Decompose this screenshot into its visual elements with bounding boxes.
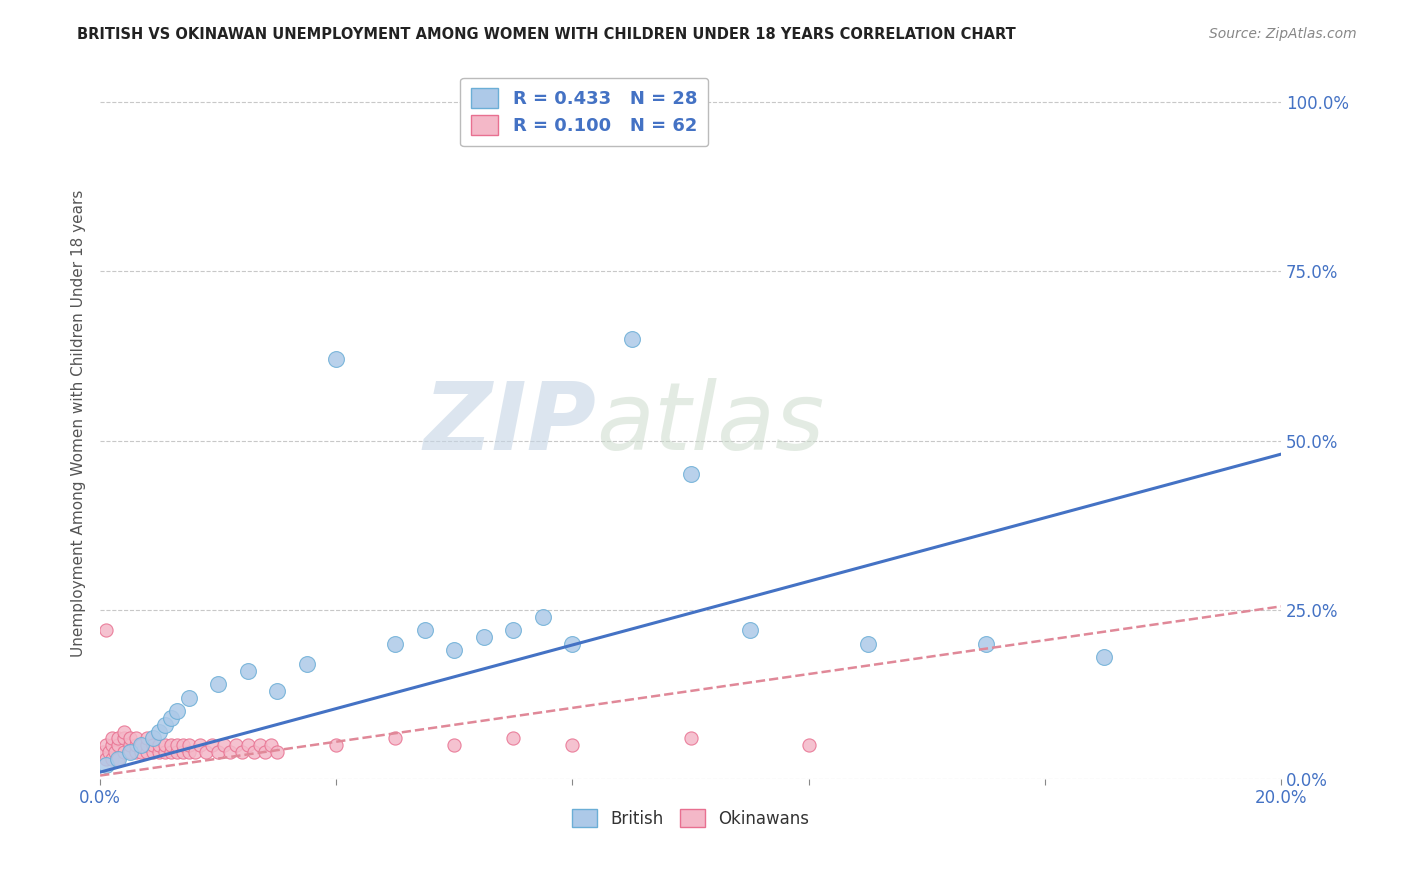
Point [195, 745, 218, 759]
Point [190, 738, 212, 752]
Point [266, 684, 288, 698]
Point [1092, 650, 1115, 665]
Point [242, 745, 264, 759]
Point [679, 467, 702, 482]
Point [94, 623, 117, 637]
Point [177, 738, 200, 752]
Point [236, 664, 259, 678]
Point [118, 745, 141, 759]
Point [856, 637, 879, 651]
Point [225, 738, 247, 752]
Point [502, 623, 524, 637]
Point [136, 738, 159, 752]
Point [153, 718, 176, 732]
Point [620, 332, 643, 346]
Point [153, 745, 176, 759]
Point [207, 745, 229, 759]
Point [124, 745, 146, 759]
Point [131, 738, 153, 752]
Point [148, 738, 170, 752]
Point [112, 745, 135, 759]
Point [166, 704, 188, 718]
Point [101, 738, 124, 752]
Point [107, 751, 129, 765]
Point [413, 623, 436, 637]
Point [177, 745, 200, 759]
Point [160, 738, 183, 752]
Point [142, 738, 165, 752]
Point [231, 745, 253, 759]
Point [219, 745, 242, 759]
Point [561, 637, 583, 651]
Point [124, 731, 146, 746]
Point [797, 738, 820, 752]
Point [384, 731, 406, 746]
Point [107, 751, 129, 765]
Point [112, 731, 135, 746]
Point [94, 758, 117, 772]
Point [738, 623, 761, 637]
Point [384, 637, 406, 651]
Point [249, 738, 271, 752]
Point [153, 738, 176, 752]
Point [118, 738, 141, 752]
Text: atlas: atlas [596, 378, 824, 469]
Text: ZIP: ZIP [423, 377, 596, 470]
Point [212, 738, 235, 752]
Point [166, 738, 188, 752]
Point [160, 711, 183, 725]
Point [131, 745, 153, 759]
Point [443, 643, 465, 657]
Point [91, 745, 114, 759]
Point [104, 745, 127, 759]
Point [118, 745, 141, 759]
Point [148, 724, 170, 739]
Point [201, 738, 224, 752]
Point [561, 738, 583, 752]
Point [112, 724, 135, 739]
Point [974, 637, 997, 651]
Point [172, 745, 194, 759]
Point [142, 731, 165, 746]
Point [679, 731, 702, 746]
Point [166, 745, 188, 759]
Point [136, 745, 159, 759]
Point [177, 690, 200, 705]
Point [325, 738, 347, 752]
Point [236, 738, 259, 752]
Text: BRITISH VS OKINAWAN UNEMPLOYMENT AMONG WOMEN WITH CHILDREN UNDER 18 YEARS CORREL: BRITISH VS OKINAWAN UNEMPLOYMENT AMONG W… [77, 27, 1017, 42]
Point [295, 657, 318, 671]
Point [148, 745, 170, 759]
Point [160, 745, 183, 759]
Text: Source: ZipAtlas.com: Source: ZipAtlas.com [1209, 27, 1357, 41]
Point [266, 745, 288, 759]
Point [101, 731, 124, 746]
Y-axis label: Unemployment Among Women with Children Under 18 years: Unemployment Among Women with Children U… [72, 190, 86, 657]
Point [183, 745, 205, 759]
Point [142, 745, 165, 759]
Legend: British, Okinawans: British, Okinawans [565, 803, 815, 835]
Point [172, 738, 194, 752]
Point [118, 731, 141, 746]
Point [207, 677, 229, 691]
Point [254, 745, 277, 759]
Point [94, 738, 117, 752]
Point [107, 738, 129, 752]
Point [107, 731, 129, 746]
Point [531, 609, 554, 624]
Point [98, 745, 121, 759]
Point [136, 731, 159, 746]
Point [260, 738, 283, 752]
Point [124, 738, 146, 752]
Point [94, 751, 117, 765]
Point [101, 751, 124, 765]
Point [131, 738, 153, 752]
Point [325, 352, 347, 367]
Point [502, 731, 524, 746]
Point [472, 630, 495, 644]
Point [443, 738, 465, 752]
